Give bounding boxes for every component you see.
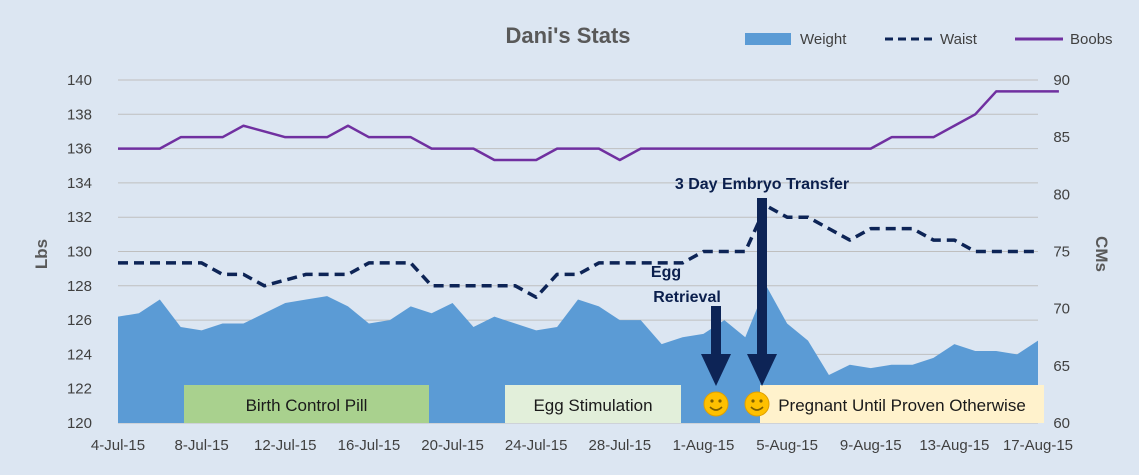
- phase-band-preg: [760, 385, 1044, 423]
- y-left-tick-label: 122: [67, 381, 92, 398]
- legend-label-waist: Waist: [940, 31, 978, 48]
- y-left-tick-label: 132: [67, 209, 92, 226]
- x-tick-label: 13-Aug-15: [919, 437, 989, 454]
- x-tick-label: 17-Aug-15: [1003, 437, 1073, 454]
- y-left-tick-label: 136: [67, 141, 92, 158]
- phase-label-preg: Pregnant Until Proven Otherwise: [778, 396, 1026, 415]
- y-right-tick-label: 65: [1053, 358, 1070, 375]
- phase-label-birth: Birth Control Pill: [246, 396, 368, 415]
- annotation-embryo-transfer: 3 Day Embryo Transfer: [675, 176, 849, 193]
- x-tick-label: 28-Jul-15: [589, 437, 652, 454]
- x-tick-label: 1-Aug-15: [673, 437, 735, 454]
- y-right-tick-label: 60: [1053, 415, 1070, 432]
- x-tick-label: 24-Jul-15: [505, 437, 568, 454]
- annotation-egg-line1: Egg: [651, 264, 681, 281]
- y-left-tick-label: 124: [67, 346, 92, 363]
- y-right-tick-label: 75: [1053, 244, 1070, 261]
- legend-swatch-weight: [745, 33, 791, 45]
- boobs-line: [118, 90, 1059, 162]
- phase-band-stim: [505, 385, 681, 423]
- y-left-tick-label: 138: [67, 106, 92, 123]
- y-axis-left-title: Lbs: [32, 239, 51, 269]
- chart-title: Dani's Stats: [505, 23, 630, 48]
- x-tick-label: 8-Jul-15: [175, 437, 229, 454]
- y-right-tick-label: 85: [1053, 129, 1070, 146]
- annotation-egg-line2: Retrieval: [653, 289, 721, 306]
- y-left-tick-label: 130: [67, 244, 92, 261]
- x-tick-label: 12-Jul-15: [254, 437, 317, 454]
- phase-label-stim: Egg Stimulation: [533, 396, 652, 415]
- y-left-tick-label: 128: [67, 278, 92, 295]
- legend: Weight Waist Boobs: [745, 31, 1113, 48]
- legend-label-weight: Weight: [800, 31, 847, 48]
- y-left-tick-label: 126: [67, 312, 92, 329]
- y-right-tick-label: 90: [1053, 72, 1070, 89]
- arrow-embryo: [747, 198, 777, 386]
- annotations: 3 Day Embryo Transfer Egg Retrieval: [651, 176, 849, 386]
- x-tick-label: 20-Jul-15: [421, 437, 484, 454]
- x-tick-label: 4-Jul-15: [91, 437, 145, 454]
- y-right-tick-label: 70: [1053, 301, 1070, 318]
- y-left-tick-label: 120: [67, 415, 92, 432]
- legend-label-boobs: Boobs: [1070, 31, 1113, 48]
- x-tick-label: 9-Aug-15: [840, 437, 902, 454]
- smiley-icon: [703, 391, 729, 417]
- smiley-icon: [744, 391, 770, 417]
- y-left-tick-label: 140: [67, 72, 92, 89]
- x-tick-label: 5-Aug-15: [756, 437, 818, 454]
- axis-ticks: 120 122 124 126 128 130 132 134 136 138 140 60 65 70 7…: [67, 72, 1073, 454]
- phase-bands: Birth Control Pill Egg Stimulation Pregnan…: [184, 385, 1044, 423]
- phase-band-birth: [184, 385, 429, 423]
- y-axis-right-title: CMs: [1092, 236, 1111, 272]
- y-left-tick-label: 134: [67, 175, 92, 192]
- y-right-tick-label: 80: [1053, 186, 1070, 203]
- series-boobs: [118, 90, 1059, 162]
- arrow-egg: [701, 306, 731, 386]
- x-tick-label: 16-Jul-15: [338, 437, 401, 454]
